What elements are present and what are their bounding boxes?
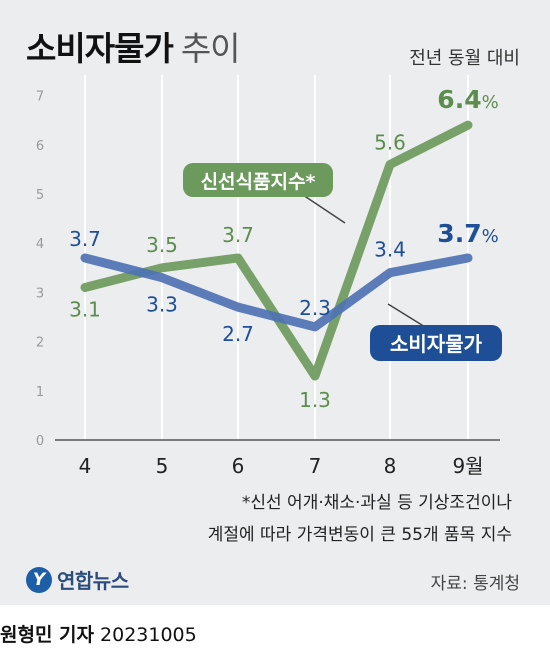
- y-tick-label-3: 3: [36, 286, 44, 301]
- cpi-tag-label: 소비자물가: [390, 332, 483, 356]
- logo-text: 연합뉴스: [57, 569, 129, 593]
- y-tick-label-0: 0: [36, 434, 44, 449]
- cpi-data-label-2: 2.7: [222, 322, 254, 346]
- title-bold: 소비자물가: [26, 29, 174, 68]
- credit-date: 20231005: [100, 624, 197, 646]
- footnote-line-1: *신선 어개·채소·과실 등 기상조건이나: [241, 493, 512, 513]
- fresh-food-data-label-1: 3.5: [146, 233, 178, 257]
- cpi-tag-box: [370, 325, 502, 361]
- fresh-food-data-label-0: 3.1: [69, 297, 101, 321]
- cpi-data-label-1: 3.3: [146, 293, 178, 317]
- cpi-data-label-suffix: %: [482, 226, 499, 247]
- y-tick-label-6: 6: [36, 139, 44, 154]
- title-light: 추이: [180, 29, 241, 68]
- fresh-food-data-label-suffix: %: [482, 92, 499, 113]
- chart-card: 소비자물가 추이 전년 동월 대비 0 1 2 3 4 5 6 7 4 5 6 7 8 9월 3.7 3.3 2.…: [0, 0, 550, 605]
- y-tick-label-4: 4: [36, 237, 44, 252]
- cpi-data-label-0: 3.7: [69, 227, 101, 251]
- fresh-food-tag-label: 신선식품지수*: [201, 171, 316, 193]
- fresh-food-data-label-3: 1.3: [299, 388, 331, 412]
- y-tick-label-2: 2: [36, 336, 44, 351]
- fresh-food-tag-pointer: [299, 192, 346, 224]
- source-label: 자료: 통계청: [430, 574, 520, 594]
- chart-title: 소비자물가 추이: [26, 22, 241, 70]
- series-line-cpi: [80, 253, 473, 332]
- yonhap-logo: Y 연합뉴스: [26, 565, 129, 594]
- credit: 원형민 기자 20231005: [0, 620, 197, 647]
- cpi-data-label-4: 3.4: [374, 238, 406, 262]
- fresh-food-tag-box: [183, 163, 333, 197]
- x-tick-label-0: 4: [79, 454, 92, 478]
- fresh-food-data-label-4: 5.6: [374, 130, 406, 154]
- x-tick-label-3: 7: [309, 454, 322, 478]
- y-tick-label-5: 5: [36, 188, 44, 203]
- cpi-data-label-5: 3.7%: [437, 219, 498, 248]
- x-tick-label-1: 5: [156, 454, 169, 478]
- credit-name: 원형민 기자: [0, 624, 95, 646]
- x-tick-label-4: 8: [384, 454, 397, 478]
- x-tick-label-5: 9월: [452, 454, 483, 478]
- line-chart: 0 1 2 3 4 5 6 7 4 5 6 7 8 9월 3.7 3.3 2.7 2.3 3.4 3.7% 3.1 3.5…: [36, 75, 502, 478]
- unit-label: 전년 동월 대비: [409, 48, 520, 69]
- footnote: *신선 어개·채소·과실 등 기상조건이나 계절에 따라 가격변동이 큰 55개…: [208, 487, 512, 551]
- footnote-line-2: 계절에 따라 가격변동이 큰 55개 품목 지수: [207, 525, 512, 545]
- logo-mark-icon: Y: [26, 566, 52, 593]
- x-tick-label-2: 6: [232, 454, 245, 478]
- y-tick-label-7: 7: [36, 90, 44, 105]
- cpi-data-label-3: 2.3: [299, 296, 331, 320]
- fresh-food-data-label-5: 6.4%: [437, 85, 498, 114]
- y-tick-label-1: 1: [36, 385, 44, 400]
- fresh-food-data-label-2: 3.7: [222, 223, 254, 247]
